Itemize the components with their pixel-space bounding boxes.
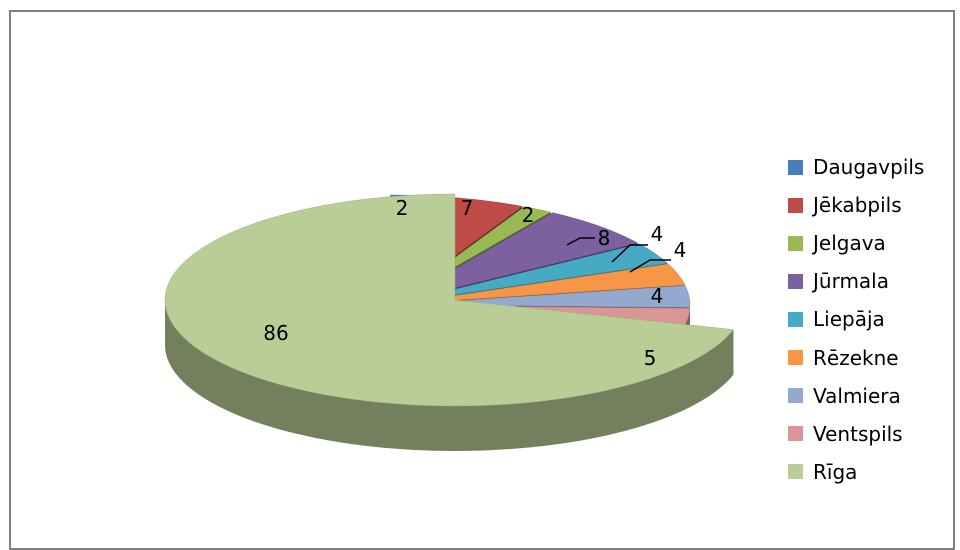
legend-item-valmiera: Valmiera bbox=[788, 377, 924, 415]
legend-item-jekabpils: Jēkabpils bbox=[788, 186, 924, 224]
data-label-jurmala: 8 bbox=[598, 226, 611, 250]
legend-label: Liepāja bbox=[813, 307, 885, 331]
legend-swatch bbox=[788, 198, 803, 213]
legend-label: Ventspils bbox=[813, 422, 903, 446]
legend-label: Daugavpils bbox=[813, 155, 924, 179]
legend-swatch bbox=[788, 350, 803, 365]
legend-item-riga: Rīga bbox=[788, 453, 924, 491]
legend-item-jelgava: Jelgava bbox=[788, 224, 924, 262]
data-label-jelgava: 2 bbox=[522, 203, 535, 227]
legend-swatch bbox=[788, 312, 803, 327]
legend-swatch bbox=[788, 236, 803, 251]
legend-item-liepaja: Liepāja bbox=[788, 300, 924, 338]
data-label-daugavpils: 2 bbox=[396, 196, 409, 220]
legend-item-jurmala: Jūrmala bbox=[788, 262, 924, 300]
legend-item-ventspils: Ventspils bbox=[788, 415, 924, 453]
legend-label: Rēzekne bbox=[813, 346, 899, 370]
legend-swatch bbox=[788, 388, 803, 403]
data-label-liepaja: 4 bbox=[651, 222, 664, 246]
data-label-rezekne: 4 bbox=[674, 238, 687, 262]
legend-swatch bbox=[788, 464, 803, 479]
legend-label: Jelgava bbox=[813, 231, 886, 255]
data-label-riga: 86 bbox=[263, 321, 288, 345]
legend: Daugavpils Jēkabpils Jelgava Jūrmala Liepāja… bbox=[788, 148, 924, 491]
legend-swatch bbox=[788, 426, 803, 441]
pie-tops bbox=[165, 194, 733, 406]
legend-label: Jēkabpils bbox=[813, 193, 902, 217]
data-label-ventspils: 5 bbox=[644, 346, 657, 370]
legend-swatch bbox=[788, 274, 803, 289]
data-label-jekabpils: 7 bbox=[461, 196, 474, 220]
legend-label: Jūrmala bbox=[813, 269, 889, 293]
legend-swatch bbox=[788, 160, 803, 175]
data-label-valmiera: 4 bbox=[651, 284, 664, 308]
legend-item-daugavpils: Daugavpils bbox=[788, 148, 924, 186]
legend-item-rezekne: Rēzekne bbox=[788, 338, 924, 376]
legend-label: Rīga bbox=[813, 460, 857, 484]
legend-label: Valmiera bbox=[813, 384, 901, 408]
